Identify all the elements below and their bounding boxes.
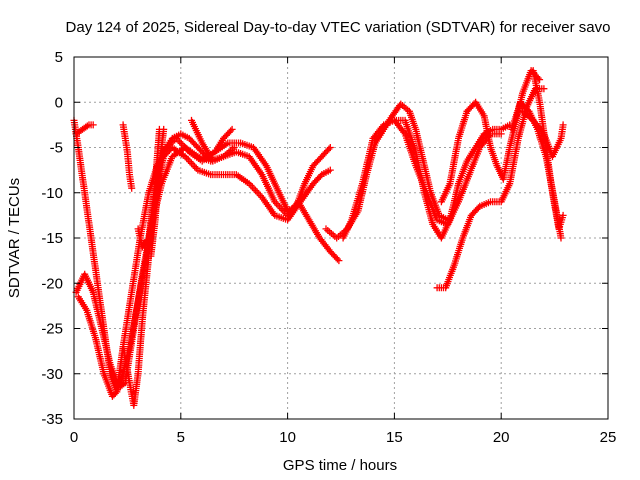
y-tick-label: -30 — [41, 366, 63, 383]
x-tick-label: 5 — [177, 429, 185, 446]
y-tick-label: -20 — [41, 275, 63, 292]
y-tick-label: 0 — [55, 94, 63, 111]
y-axis-label: SDTVAR / TECUs — [6, 178, 23, 298]
series-markers — [119, 121, 136, 192]
x-tick-label: 20 — [493, 429, 510, 446]
series-markers — [119, 125, 236, 409]
y-tick-label: -35 — [41, 411, 63, 428]
series-F — [72, 121, 97, 138]
series-markers — [390, 116, 505, 228]
x-tick-label: 15 — [386, 429, 403, 446]
series-markers — [529, 67, 567, 233]
series-Q — [529, 67, 567, 233]
series-M — [433, 85, 548, 292]
series-L — [390, 116, 505, 228]
series-markers — [72, 144, 343, 391]
y-tick-label: -5 — [50, 140, 63, 157]
series-D — [119, 125, 236, 409]
y-tick-label: -15 — [41, 230, 63, 247]
data-series — [70, 67, 567, 409]
series-markers — [433, 85, 548, 292]
series-G — [119, 121, 136, 192]
series-markers — [134, 125, 163, 251]
series-N — [437, 67, 544, 206]
x-tick-label: 10 — [279, 429, 296, 446]
axis-ticks: 0 5 10 15 20 25 -35 -30 -25 -20 -15 -10 -5 0 5 — [41, 49, 616, 446]
chart-title: Day 124 of 2025, Sidereal Day-to-day VTE… — [66, 19, 611, 36]
y-tick-label: 5 — [55, 49, 63, 66]
series-I — [188, 116, 238, 165]
series-markers — [72, 121, 97, 138]
x-tick-label: 0 — [70, 429, 78, 446]
x-tick-label: 25 — [600, 429, 617, 446]
series-markers — [188, 116, 238, 165]
y-tick-label: -10 — [41, 185, 63, 202]
series-markers — [437, 67, 544, 206]
x-axis-label: GPS time / hours — [283, 457, 397, 474]
series-B — [72, 144, 343, 391]
y-tick-label: -25 — [41, 321, 63, 338]
series-H — [134, 125, 163, 251]
